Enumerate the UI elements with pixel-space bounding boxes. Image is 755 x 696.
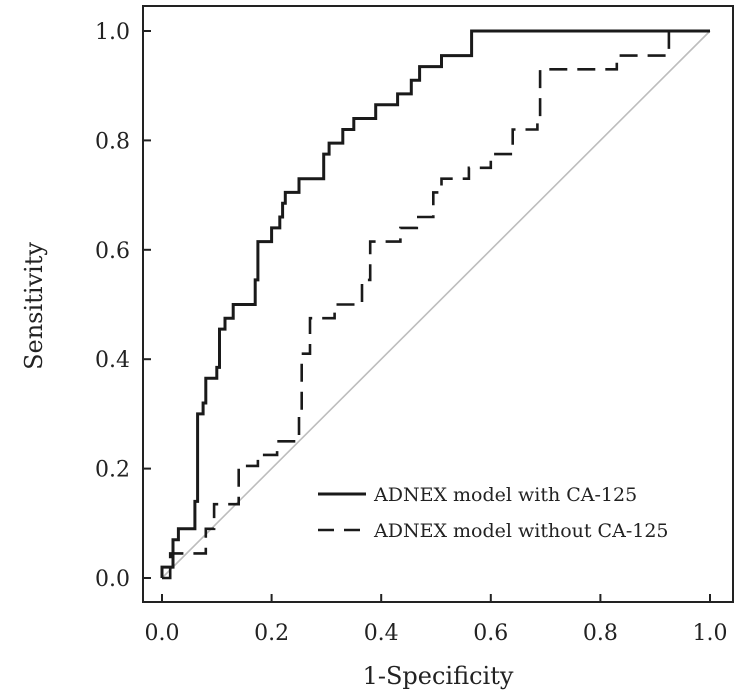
legend-label-without-ca125: ADNEX model without CA-125 (373, 520, 669, 542)
x-tick-label: 0.6 (473, 621, 508, 646)
y-tick-label: 0.4 (95, 348, 130, 373)
legend: ADNEX model with CA-125 ADNEX model with… (318, 484, 669, 542)
y-tick-label: 0.8 (95, 129, 130, 154)
y-tick-label: 0.2 (95, 458, 130, 483)
x-tick-label: 0.4 (364, 621, 399, 646)
series-line-with-ca125 (160, 29, 710, 578)
reference-diagonal (161, 30, 711, 579)
x-tick-label: 0.0 (145, 621, 180, 646)
y-axis-title: Sensitivity (20, 242, 48, 370)
y-tick-label: 1.0 (95, 20, 130, 45)
x-tick-label: 0.2 (254, 621, 289, 646)
x-tick-label: 1.0 (693, 621, 728, 646)
x-tick-label: 0.8 (583, 621, 618, 646)
tick-layer: 0.0 0.2 0.4 0.6 0.8 1.0 0.0 0.2 0.4 0.6 0.8 1.0 (95, 20, 728, 646)
x-axis-title: 1-Specificity (363, 662, 514, 690)
plot-frame (142, 5, 734, 603)
y-tick-label: 0.0 (95, 567, 130, 592)
series-line-without-ca125 (162, 29, 710, 580)
reference-layer (161, 30, 711, 579)
y-tick-label: 0.6 (95, 239, 130, 264)
legend-label-with-ca125: ADNEX model with CA-125 (373, 484, 637, 506)
series-layer (160, 29, 710, 580)
